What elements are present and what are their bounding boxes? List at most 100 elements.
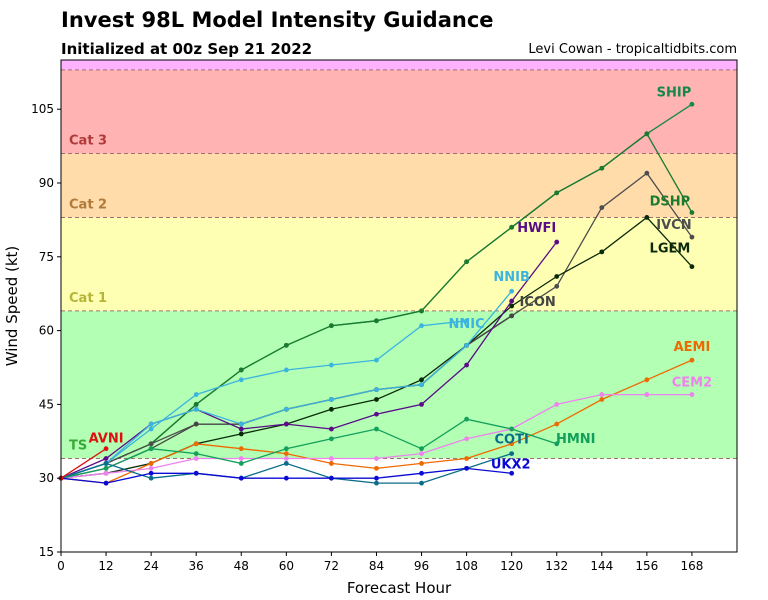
data-point-aemi [419, 461, 424, 466]
data-point-cem2 [599, 392, 605, 397]
series-label-icon: ICON [520, 295, 556, 310]
data-point-hmni [283, 446, 289, 452]
x-tick-label: 156 [635, 559, 658, 573]
data-point-hmni [238, 461, 244, 466]
data-point-lgem [419, 377, 424, 383]
chart-credit: Levi Cowan - tropicaltidbits.com [528, 42, 737, 57]
data-point-coti [283, 461, 289, 466]
intensity-bands: TS Cat 1 Cat 2 Cat 3 [61, 60, 737, 460]
data-point-ivcn [554, 283, 560, 289]
series-label-coti: COTI [495, 433, 529, 448]
y-tick-label: 45 [39, 397, 54, 411]
data-point-cem2 [103, 470, 109, 476]
data-point-hwfi [103, 456, 109, 461]
x-tick-label: 24 [143, 559, 158, 573]
data-point-cem2 [689, 392, 695, 397]
series-label-dshp: DSHP [650, 195, 691, 210]
data-point-aemi [148, 461, 154, 466]
data-point-nnic [283, 367, 289, 373]
data-point-cem2 [464, 436, 469, 442]
series-label-lgem: LGEM [650, 242, 691, 257]
x-tick-label: 168 [680, 559, 703, 573]
band-cat-2 [61, 153, 737, 218]
series-label-ship: SHIP [657, 85, 692, 100]
x-tick-label: 12 [98, 559, 113, 573]
series-label-ivcn: IVCN [656, 218, 691, 233]
data-point-ukx2 [509, 470, 515, 476]
data-point-aemi [554, 421, 560, 427]
data-point-hmni [193, 451, 199, 456]
data-point-hmni [554, 441, 560, 447]
data-point-ivcn [644, 170, 650, 176]
x-tick-label: 144 [590, 559, 613, 573]
data-point-avni [103, 446, 109, 452]
band-cat-1 [61, 217, 737, 311]
chart-subtitle: Initialized at 00z Sep 21 2022 [61, 40, 313, 58]
data-point-lgem [329, 406, 334, 412]
data-point-hmni [419, 446, 424, 452]
chart-title: Invest 98L Model Intensity Guidance [61, 8, 494, 32]
y-tick-label: 30 [39, 471, 54, 485]
x-tick-label: 72 [324, 559, 339, 573]
data-point-lgem [689, 264, 695, 270]
data-point-icon [193, 421, 199, 427]
x-tick-label: 36 [189, 559, 204, 573]
x-tick-label: 96 [414, 559, 429, 573]
data-point-coti [103, 461, 109, 466]
axes: 0 12 24 36 48 60 72 84 96 108 120 132 144 156 168 15 30 4… [3, 102, 703, 597]
x-tick-label: 84 [369, 559, 384, 573]
data-point-coti [419, 480, 424, 486]
data-point-hmni [509, 426, 515, 432]
band-label-cat-3: Cat 3 [69, 133, 107, 148]
data-point-ivcn [148, 441, 154, 447]
y-axis-label: Wind Speed (kt) [3, 246, 21, 367]
series-line-nnic [60, 320, 467, 479]
series-label-hwfi: HWFI [517, 221, 556, 236]
data-point-ukx2 [329, 475, 334, 481]
data-point-dshp [283, 342, 289, 348]
data-point-aemi [644, 377, 650, 383]
data-point-hwfi [374, 411, 379, 417]
data-point-aemi [193, 441, 199, 447]
series-label-cem2: CEM2 [672, 376, 712, 391]
data-point-cem2 [419, 451, 424, 456]
data-point-aemi [464, 456, 469, 461]
data-point-dshp [554, 190, 560, 196]
data-point-dshp [193, 402, 199, 407]
y-tick-label: 15 [39, 545, 54, 559]
series-label-ukx2: UKX2 [491, 457, 531, 472]
data-point-coti [509, 451, 515, 456]
series-hmni [58, 416, 560, 481]
data-point-dshp [509, 224, 515, 230]
x-tick-label: 132 [545, 559, 568, 573]
data-point-dshp [644, 131, 650, 137]
data-point-nnib [283, 406, 289, 412]
data-point-hwfi [419, 402, 424, 407]
x-tick-label: 48 [234, 559, 249, 573]
data-point-dshp [419, 308, 424, 314]
data-point-hwfi [554, 239, 560, 245]
data-point-ivcn [689, 234, 695, 240]
data-point-ivcn [599, 205, 605, 211]
x-tick-label: 60 [279, 559, 294, 573]
data-point-lgem [238, 431, 244, 437]
data-point-nnic [193, 392, 199, 397]
data-point-aemi [329, 461, 334, 466]
data-point-ukx2 [193, 470, 199, 476]
series-cem2 [58, 392, 695, 481]
data-point-aemi [689, 357, 695, 363]
data-point-ukx2 [238, 475, 244, 481]
data-point-aemi [283, 451, 289, 456]
data-point-hwfi [509, 298, 515, 304]
data-point-nnic [419, 323, 424, 329]
series-labels: SHIP DSHP IVCN LGEM ICON HWFI NNIB NNIC AEMI CEM2… [89, 85, 713, 472]
series-label-avni: AVNI [89, 432, 124, 447]
data-point-lgem [554, 274, 560, 279]
series-label-hmni: HMNI [556, 432, 596, 447]
band-label-cat-1: Cat 1 [69, 291, 107, 306]
y-tick-label: 105 [31, 102, 54, 116]
data-point-lgem [374, 397, 379, 402]
series-line-hmni [60, 418, 557, 479]
data-point-hmni [148, 446, 154, 452]
